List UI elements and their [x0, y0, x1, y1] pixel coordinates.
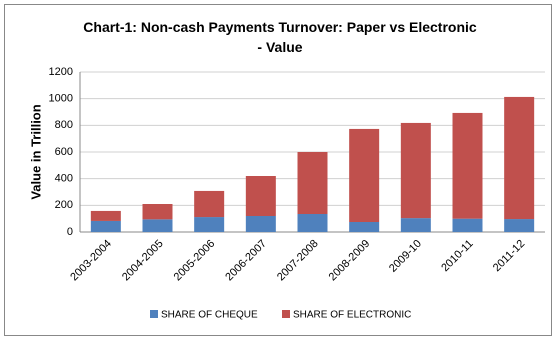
legend-swatch — [150, 310, 158, 318]
bar-segment — [194, 190, 225, 218]
y-tick-label: 800 — [55, 119, 73, 131]
bar-segment — [90, 210, 121, 221]
y-tick-label: 1000 — [49, 93, 73, 105]
bar-segment — [504, 96, 535, 220]
bar-segment — [245, 176, 276, 216]
bar-segment — [90, 220, 121, 232]
y-axis-label: Value in Trillion — [28, 104, 43, 199]
bar-segment — [504, 219, 535, 232]
legend-label: SHARE OF ELECTRONIC — [293, 310, 411, 321]
bar-segment — [452, 112, 483, 219]
bar-segment — [142, 219, 173, 232]
bar-segment — [349, 222, 380, 232]
y-tick-label: 200 — [55, 199, 73, 211]
bar-segment — [400, 122, 431, 219]
bar-segment — [142, 204, 173, 220]
y-tick-label: 600 — [55, 146, 73, 158]
bar-segment — [297, 152, 328, 214]
y-tick-label: 0 — [67, 226, 73, 238]
bar-segment — [452, 218, 483, 232]
bar-segment — [245, 216, 276, 232]
bar-segment — [194, 217, 225, 232]
bar-segment — [297, 214, 328, 232]
legend-label: SHARE OF CHEQUE — [161, 310, 258, 321]
y-tick-label: 1200 — [49, 66, 73, 78]
bar-segment — [349, 128, 380, 222]
legend-swatch — [282, 310, 290, 318]
bar-segment — [400, 218, 431, 232]
y-tick-label: 400 — [55, 173, 73, 185]
chart-title: Chart-1: Non-cash Payments Turnover: Pap… — [83, 19, 477, 55]
